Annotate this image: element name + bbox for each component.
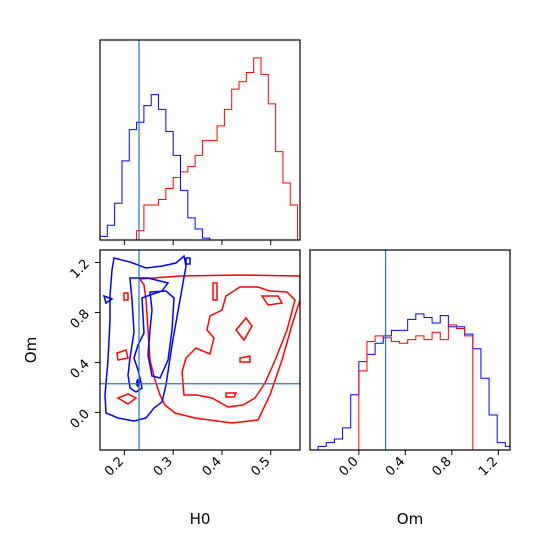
joint-contour-frame (99, 249, 301, 451)
joint-xtick-label-2: 0.4 (200, 454, 225, 479)
red-contour-inner-8 (123, 292, 129, 301)
blue-contour-inner-4 (185, 257, 191, 265)
red-contour-outer (138, 274, 300, 424)
h0-histogram-frame (99, 39, 301, 241)
om-histogram-panel: 0.0 0.4 0.8 1.2 (309, 249, 511, 479)
joint-ytick-label-3: 1.2 (68, 257, 93, 282)
x-axis-label-om: Om (397, 510, 423, 528)
red-contour-inner-4 (239, 355, 251, 363)
blue-contour-inner-2 (147, 290, 175, 379)
red-contour-inner-9 (116, 349, 129, 361)
joint-ytick-label-0: 0.0 (68, 407, 93, 432)
red-contour-inner-3 (260, 295, 284, 306)
joint-xtick-label-0: 0.2 (102, 454, 127, 479)
om-red-histogram-series (310, 324, 510, 450)
om-histogram-frame (309, 249, 511, 451)
om-blue-histogram-series (310, 313, 510, 450)
red-contour-inner-6 (212, 282, 218, 301)
joint-ytick-label-1: 0.4 (68, 357, 93, 382)
joint-contour-panel: 0.2 0.3 0.4 0.5 0.0 0.4 0.8 1.2 (68, 249, 301, 479)
om-xtick-label-2: 0.8 (429, 454, 454, 479)
om-xtick-label-0: 0.0 (336, 454, 361, 479)
h0-blue-histogram-series (100, 94, 300, 240)
x-axis-label-h0: H0 (190, 510, 211, 528)
red-contour-inner-5 (225, 392, 238, 398)
y-axis-label-om: Om (22, 337, 40, 363)
red-contour-inner-1 (181, 286, 296, 408)
om-xtick-label-1: 0.4 (383, 454, 408, 479)
h0-histogram-panel (99, 39, 301, 245)
joint-ytick-label-2: 0.8 (68, 307, 93, 332)
joint-xtick-label-3: 0.5 (248, 454, 273, 479)
om-xtick-label-3: 1.2 (476, 454, 501, 479)
blue-contour-inner-3 (102, 294, 114, 305)
joint-xtick-label-1: 0.3 (151, 454, 176, 479)
red-contour-inner-7 (116, 393, 138, 405)
red-contour-inner-2 (235, 316, 253, 342)
blue-contour-outer (104, 254, 187, 422)
h0-red-histogram-series (100, 57, 300, 240)
